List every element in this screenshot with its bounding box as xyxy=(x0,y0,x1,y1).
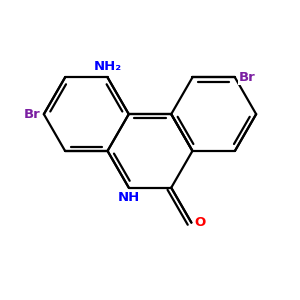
Text: NH₂: NH₂ xyxy=(94,60,122,73)
Text: Br: Br xyxy=(24,108,40,121)
Text: O: O xyxy=(195,216,206,229)
Text: NH: NH xyxy=(118,191,140,204)
Text: Br: Br xyxy=(238,71,255,84)
